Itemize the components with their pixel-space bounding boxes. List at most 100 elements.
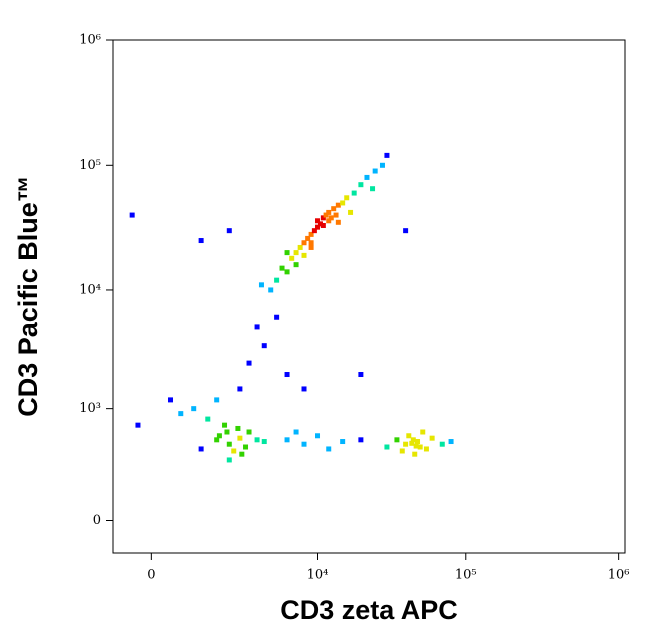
y-tick-label: 10⁴ (79, 282, 101, 297)
event-point (258, 282, 264, 288)
event-point (191, 406, 197, 412)
event-point (415, 439, 421, 445)
event-point (214, 437, 220, 443)
event-point (301, 386, 307, 392)
event-point (406, 433, 412, 439)
event-point (261, 439, 267, 445)
y-tick-label: 10⁶ (79, 33, 101, 48)
event-point (301, 441, 307, 447)
event-point (239, 451, 245, 457)
event-point (274, 314, 280, 320)
event-point (448, 439, 454, 445)
event-point (335, 202, 341, 208)
event-point (326, 446, 332, 452)
event-point (331, 206, 337, 212)
event-point (235, 425, 241, 431)
event-point (254, 437, 260, 443)
event-point (348, 209, 354, 215)
event-point (301, 252, 307, 258)
event-point (284, 269, 290, 275)
event-point (403, 441, 409, 447)
event-point (293, 429, 299, 435)
event-point (326, 218, 332, 224)
x-tick-label: 10⁵ (455, 568, 477, 583)
event-point (439, 441, 445, 447)
event-point (293, 262, 299, 268)
event-point (340, 200, 346, 206)
event-point (301, 240, 307, 246)
event-point (412, 451, 418, 457)
event-point (135, 422, 141, 428)
event-point (399, 448, 405, 454)
event-point (379, 162, 385, 168)
event-point (317, 221, 323, 227)
event-point (129, 212, 135, 218)
event-point (326, 209, 332, 215)
plot-frame (112, 39, 626, 554)
event-point (403, 228, 409, 234)
event-point (417, 444, 423, 450)
event-point (224, 429, 230, 435)
y-axis-label: CD3 Pacific Blue™ (13, 175, 43, 417)
event-point (358, 372, 364, 378)
event-point (198, 238, 204, 244)
y-tick-label: 10⁵ (79, 158, 101, 173)
x-axis-label: CD3 zeta APC (280, 595, 458, 625)
event-point (226, 457, 232, 463)
event-point (308, 244, 314, 250)
event-point (243, 444, 249, 450)
event-point (198, 446, 204, 452)
event-point (246, 360, 252, 366)
event-point (413, 443, 419, 449)
event-point (305, 235, 311, 241)
event-point (222, 422, 228, 428)
event-point (279, 265, 285, 271)
event-point (274, 277, 280, 283)
event-point (340, 439, 346, 445)
event-point (372, 168, 378, 174)
event-point (284, 250, 290, 256)
event-point (384, 152, 390, 158)
event-point (423, 446, 429, 452)
event-point (268, 287, 274, 293)
event-point (420, 429, 426, 435)
event-point (333, 212, 339, 218)
event-point (308, 240, 314, 246)
event-point (293, 250, 299, 256)
event-point (226, 441, 232, 447)
event-point (384, 444, 390, 450)
event-point (168, 397, 174, 403)
event-point (284, 372, 290, 378)
event-point (429, 435, 435, 441)
event-point (370, 186, 376, 192)
event-point (284, 437, 290, 443)
event-point (315, 218, 321, 224)
event-point (237, 386, 243, 392)
event-point (226, 228, 232, 234)
event-point (364, 174, 370, 180)
x-tick-label: 10⁴ (307, 568, 329, 583)
event-point (311, 228, 317, 234)
event-point (344, 195, 350, 201)
event-point (254, 324, 260, 330)
event-point (358, 182, 364, 188)
event-point (320, 215, 326, 221)
event-point (358, 437, 364, 443)
event-point (328, 215, 334, 221)
x-tick-label: 0 (147, 568, 155, 583)
y-tick-label: 10³ (79, 401, 101, 416)
event-point (289, 255, 295, 261)
event-point (231, 448, 237, 454)
event-point (178, 411, 184, 417)
event-point (315, 433, 321, 439)
event-point (246, 429, 252, 435)
event-point (308, 231, 314, 237)
event-point (216, 433, 222, 439)
event-point (351, 190, 357, 196)
event-point (409, 440, 415, 446)
event-point (394, 437, 400, 443)
event-point (205, 416, 211, 422)
event-point (237, 435, 243, 441)
event-point (323, 212, 329, 218)
